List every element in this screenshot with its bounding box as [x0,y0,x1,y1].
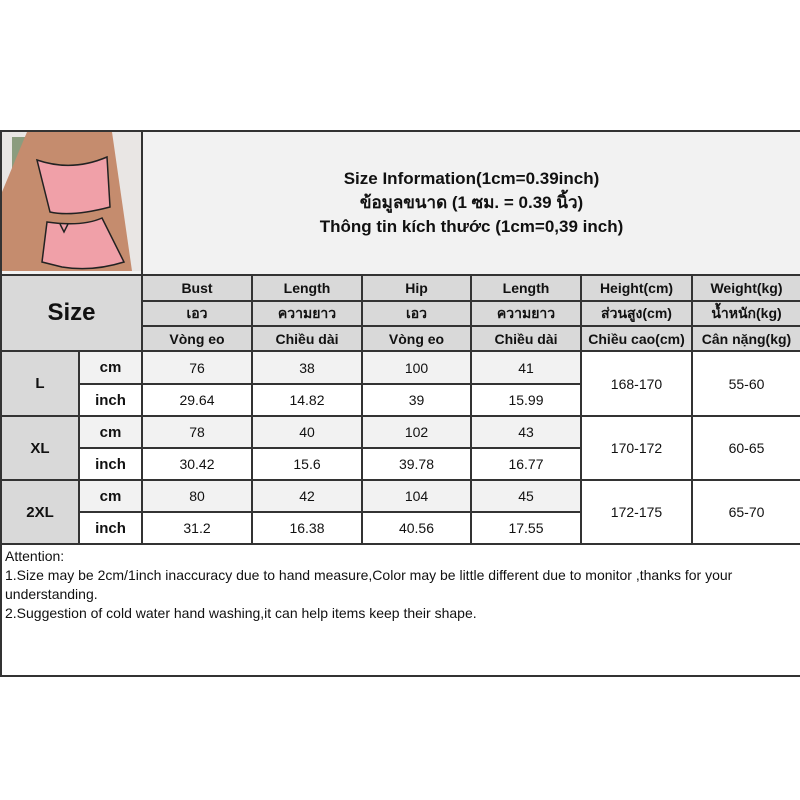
unit-label: inch [78,447,143,481]
col-length-2-th: ความยาว [470,300,582,327]
height-cell: 168-170 [580,350,693,417]
col-weight-th: น้ำหนัก(kg) [691,300,800,327]
col-hip-th: เอว [361,300,472,327]
cell: 38 [251,350,363,385]
col-length-2-vi: Chiều dài [470,325,582,352]
cell: 78 [141,415,253,449]
attention-note-1: 1.Size may be 2cm/1inch inaccuracy due t… [5,567,733,602]
cell: 43 [470,415,582,449]
size-chart-table: Size Information(1cm=0.39inch) ข้อมูลขนา… [0,130,800,677]
cell: 42 [251,479,363,513]
table-row: inch 29.64 14.82 39 15.99 [1,383,800,417]
cell: 17.55 [470,511,582,545]
cell: 39 [361,383,472,417]
height-cell: 172-175 [580,479,693,545]
cell: 40.56 [361,511,472,545]
unit-label: inch [78,511,143,545]
cell: 41 [470,350,582,385]
cell: 39.78 [361,447,472,481]
col-length-th: ความยาว [251,300,363,327]
weight-cell: 65-70 [691,479,800,545]
table-row: L cm 76 38 100 41 168-170 55-60 [0,350,800,417]
size-name: L [0,350,80,417]
cell: 29.64 [141,383,253,417]
title-vietnamese: Thông tin kích thước (1cm=0,39 inch) [319,217,624,236]
col-height-vi: Chiều cao(cm) [580,325,693,352]
cell: 45 [470,479,582,513]
col-hip: Hip [361,274,472,302]
col-height: Height(cm) [580,274,693,302]
cell: 102 [361,415,472,449]
col-bust-th: เอว [141,300,253,327]
attention-notes: Attention: 1.Size may be 2cm/1inch inacc… [0,543,800,677]
attention-heading: Attention: [5,548,65,564]
cell: 15.99 [470,383,582,417]
cell: 104 [361,479,472,513]
attention-note-2: 2.Suggestion of cold water hand washing,… [5,605,477,621]
col-height-th: ส่วนสูง(cm) [580,300,693,327]
size-name: 2XL [0,479,80,545]
table-row: 2XL cm 80 42 104 45 172-175 65-70 [0,479,800,545]
table-row: inch 31.2 16.38 40.56 17.55 [1,511,800,545]
size-information-header: Size Information(1cm=0.39inch) ข้อมูลขนา… [141,130,800,276]
height-cell: 170-172 [580,415,693,481]
unit-label: cm [78,415,143,449]
title-english: Size Information(1cm=0.39inch) [343,169,600,188]
product-photo [0,130,143,276]
size-name: XL [0,415,80,481]
col-bust-vi: Vòng eo [141,325,253,352]
cell: 40 [251,415,363,449]
col-weight: Weight(kg) [691,274,800,302]
col-bust: Bust [141,274,253,302]
title-thai: ข้อมูลขนาด (1 ซม. = 0.39 นิ้ว) [359,193,584,212]
col-hip-vi: Vòng eo [361,325,472,352]
cell: 14.82 [251,383,363,417]
weight-cell: 55-60 [691,350,800,417]
unit-label: cm [78,350,143,385]
col-weight-vi: Cân nặng(kg) [691,325,800,352]
size-label: Size [0,274,143,352]
table-row: XL cm 78 40 102 43 170-172 60-65 [0,415,800,481]
col-length: Length [251,274,363,302]
cell: 31.2 [141,511,253,545]
unit-label: cm [78,479,143,513]
cell: 30.42 [141,447,253,481]
unit-label: inch [78,383,143,417]
weight-cell: 60-65 [691,415,800,481]
cell: 15.6 [251,447,363,481]
cell: 16.77 [470,447,582,481]
pajama-set-image [3,133,140,271]
cell: 100 [361,350,472,385]
col-length-vi: Chiều dài [251,325,363,352]
cell: 16.38 [251,511,363,545]
table-row: inch 30.42 15.6 39.78 16.77 [1,447,800,481]
col-length-2: Length [470,274,582,302]
cell: 76 [141,350,253,385]
cell: 80 [141,479,253,513]
